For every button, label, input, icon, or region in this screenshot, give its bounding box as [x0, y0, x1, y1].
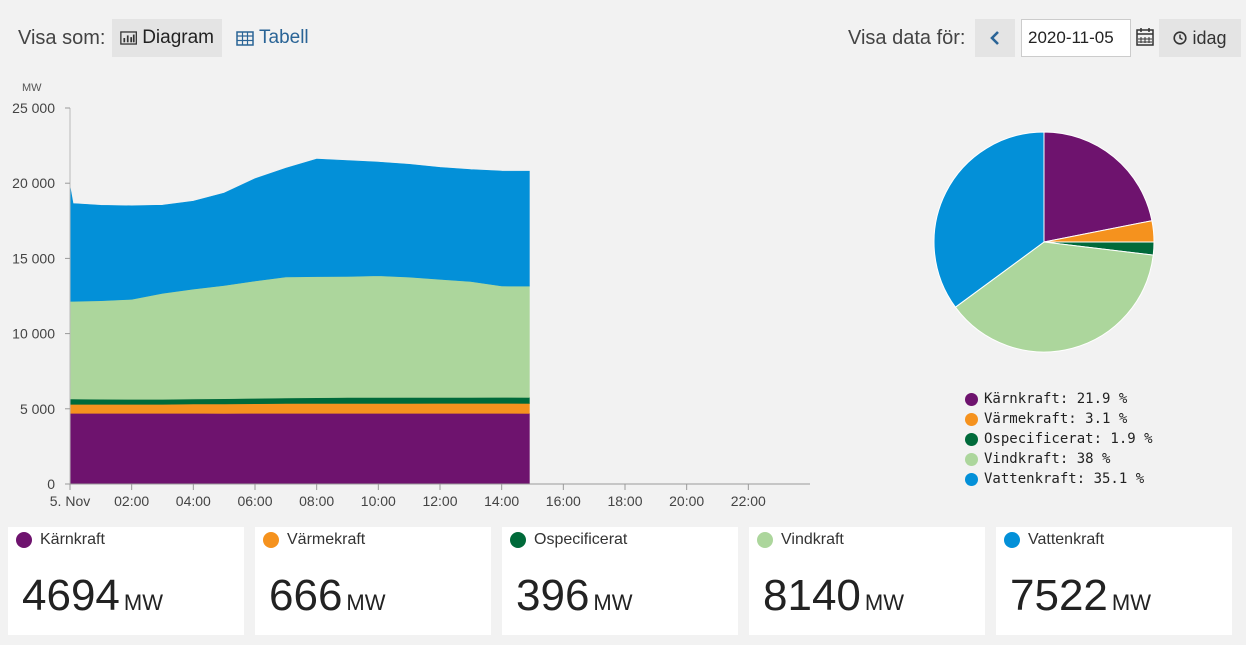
- chevron-left-icon: [990, 31, 999, 45]
- table-label: Tabell: [259, 27, 309, 48]
- previous-day-button[interactable]: [975, 19, 1015, 57]
- pie-chart: [933, 131, 1155, 353]
- show-data-for-label: Visa data för:: [848, 27, 966, 49]
- card-label: Vattenkraft: [1028, 531, 1105, 548]
- diagram-label: Diagram: [142, 27, 214, 48]
- x-tick-label: 22:00: [731, 493, 766, 509]
- area-series-karnkraft: [69, 413, 530, 485]
- card-header: Vindkraft: [757, 531, 844, 549]
- x-tick-label: 16:00: [546, 493, 581, 509]
- card-value: 4694: [22, 571, 120, 620]
- card-vindkraft: Vindkraft 8140 MW: [749, 527, 985, 635]
- card-header: Vattenkraft: [1004, 531, 1104, 549]
- card-color-dot: [263, 532, 279, 548]
- y-tick-label: 10 000: [12, 326, 55, 342]
- legend-text: Kärnkraft: 21.9 %: [984, 391, 1128, 407]
- legend-color-dot: [965, 452, 978, 466]
- card-color-dot: [1004, 532, 1020, 548]
- today-button[interactable]: idag: [1159, 19, 1241, 57]
- card-varmekraft: Värmekraft 666 MW: [255, 527, 491, 635]
- x-tick-label: 04:00: [176, 493, 211, 509]
- legend-item-karnkraft: Kärnkraft: 21.9 %: [965, 389, 1153, 409]
- card-header: Kärnkraft: [16, 531, 105, 549]
- card-value-row: 7522 MW: [1010, 571, 1151, 621]
- x-tick-label: 10:00: [361, 493, 396, 509]
- card-value: 8140: [763, 571, 861, 620]
- bar-chart-icon: [120, 31, 137, 45]
- card-unit: MW: [346, 590, 386, 615]
- show-as-label: Visa som:: [18, 27, 106, 49]
- x-tick-label: 08:00: [299, 493, 334, 509]
- legend-text: Vattenkraft: 35.1 %: [984, 471, 1145, 487]
- x-tick-label: 02:00: [114, 493, 149, 509]
- card-vattenkraft: Vattenkraft 7522 MW: [996, 527, 1232, 635]
- diagram-view-button[interactable]: Diagram: [112, 19, 222, 57]
- card-unit: MW: [1111, 590, 1151, 615]
- y-tick-label: 5 000: [20, 401, 55, 417]
- pie-slice-vindkraft: [954, 241, 1154, 353]
- clock-icon: [1173, 31, 1188, 45]
- legend-text: Vindkraft: 38 %: [984, 451, 1111, 467]
- card-unit: MW: [123, 590, 163, 615]
- date-input[interactable]: [1021, 19, 1131, 57]
- card-value: 666: [269, 571, 343, 620]
- card-header: Ospecificerat: [510, 531, 627, 549]
- card-karnkraft: Kärnkraft 4694 MW: [8, 527, 244, 635]
- x-tick-label: 5. Nov: [50, 493, 90, 509]
- y-tick-label: 0: [47, 476, 55, 492]
- card-ospecificerat: Ospecificerat 396 MW: [502, 527, 738, 635]
- legend-item-vindkraft: Vindkraft: 38 %: [965, 449, 1153, 469]
- card-label: Vindkraft: [781, 531, 844, 548]
- calendar-icon[interactable]: [1135, 27, 1155, 47]
- legend-color-dot: [965, 392, 978, 406]
- pie-slice-karnkraft: [1043, 131, 1153, 243]
- table-icon: [236, 30, 254, 46]
- legend-text: Värmekraft: 3.1 %: [984, 411, 1128, 427]
- x-tick-label: 12:00: [422, 493, 457, 509]
- card-header: Värmekraft: [263, 531, 365, 549]
- legend-text: Ospecificerat: 1.9 %: [984, 431, 1153, 447]
- card-value-row: 396 MW: [516, 571, 633, 621]
- card-unit: MW: [593, 590, 633, 615]
- card-value-row: 666 MW: [269, 571, 386, 621]
- pie-slice-vattenkraft: [933, 131, 1045, 308]
- x-tick-label: 20:00: [669, 493, 704, 509]
- x-tick-label: 18:00: [607, 493, 642, 509]
- area-series-varmekraft: [69, 403, 530, 414]
- card-color-dot: [757, 532, 773, 548]
- area-series-vattenkraft: [69, 158, 530, 302]
- y-tick-label: 15 000: [12, 250, 55, 266]
- table-view-button[interactable]: Tabell: [228, 19, 317, 57]
- y-tick-label: 20 000: [12, 175, 55, 191]
- card-unit: MW: [864, 590, 904, 615]
- legend-item-vattenkraft: Vattenkraft: 35.1 %: [965, 469, 1153, 489]
- legend-color-dot: [965, 432, 978, 446]
- legend-color-dot: [965, 472, 978, 486]
- card-color-dot: [16, 532, 32, 548]
- area-layer: [69, 158, 530, 485]
- y-tick-label: 25 000: [12, 100, 55, 116]
- card-label: Kärnkraft: [40, 531, 105, 548]
- x-tick-label: 14:00: [484, 493, 519, 509]
- legend-color-dot: [965, 412, 978, 426]
- card-value-row: 8140 MW: [763, 571, 904, 621]
- card-label: Värmekraft: [287, 531, 366, 548]
- card-color-dot: [510, 532, 526, 548]
- legend-item-ospecificerat: Ospecificerat: 1.9 %: [965, 429, 1153, 449]
- toolbar: Visa som: Diagram Tabell Visa data för:: [0, 0, 1246, 76]
- card-value: 7522: [1010, 571, 1108, 620]
- card-value-row: 4694 MW: [22, 571, 163, 621]
- legend-item-varmekraft: Värmekraft: 3.1 %: [965, 409, 1153, 429]
- y-axis-unit-label: MW: [22, 82, 42, 94]
- axis-layer: 0 5 000 10 000 15 000 20 000 25 000 5. Nov 02:0…: [12, 100, 810, 509]
- card-label: Ospecificerat: [534, 531, 628, 548]
- today-label: idag: [1192, 27, 1227, 48]
- card-value: 396: [516, 571, 590, 620]
- x-tick-label: 06:00: [237, 493, 272, 509]
- pie-legend: Kärnkraft: 21.9 % Värmekraft: 3.1 % Ospe…: [965, 389, 1153, 489]
